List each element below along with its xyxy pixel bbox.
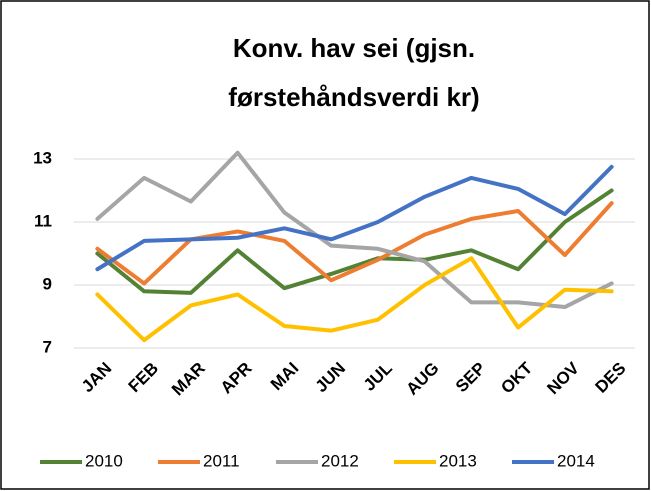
- y-tick-label: 7: [43, 337, 52, 356]
- y-tick-label: 11: [34, 211, 52, 230]
- y-tick-label: 9: [43, 274, 52, 293]
- legend-label: 2014: [557, 451, 595, 470]
- line-series: [95, 150, 614, 310]
- legend-label: 2012: [321, 451, 359, 470]
- line-series: [95, 164, 614, 272]
- y-tick-label: 13: [33, 148, 52, 167]
- line-series: [95, 256, 614, 343]
- legend-label: 2013: [439, 451, 477, 470]
- legend-label: 2011: [203, 451, 240, 470]
- line-series: [95, 201, 614, 286]
- chart-title: Konv. hav sei (gjsn.: [233, 33, 475, 63]
- legend-label: 2010: [85, 451, 123, 470]
- line-series: [95, 188, 614, 295]
- chart-title: førstehåndsverdi kr): [228, 82, 479, 112]
